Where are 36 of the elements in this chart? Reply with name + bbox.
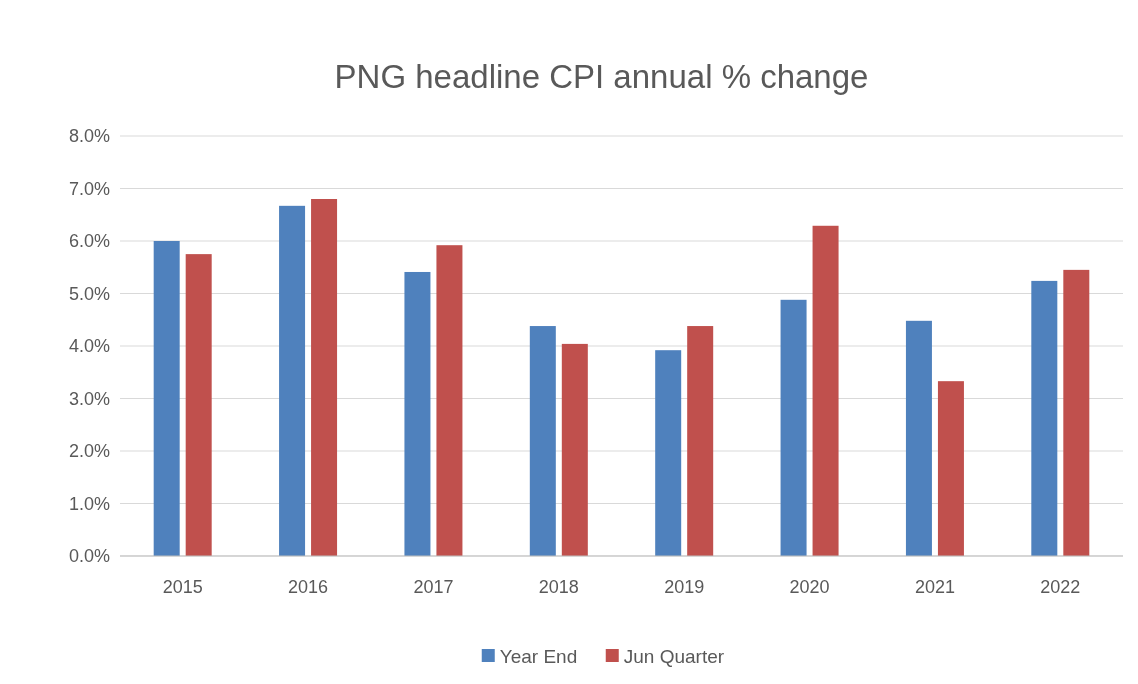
x-tick-label: 2016 [288,577,329,597]
bar [905,320,932,556]
bar [937,381,964,556]
bar [561,343,588,556]
x-tick-label: 2019 [664,577,705,597]
x-tick-label: 2017 [413,577,454,597]
y-tick-label: 1.0% [68,493,110,514]
bar [687,326,714,556]
bar [185,254,212,556]
bar [529,326,556,556]
bar [780,299,807,556]
y-tick-label: 3.0% [68,388,110,409]
x-tick-label: 2022 [1040,577,1081,597]
y-tick-label: 7.0% [68,178,110,199]
bar [1063,269,1090,556]
bar [404,271,431,556]
bar [279,205,306,556]
y-tick-label: 8.0% [68,126,110,147]
bar [311,199,338,556]
x-tick-label: 2021 [914,577,955,597]
x-tick-label: 2015 [162,577,203,597]
y-tick-label: 2.0% [68,441,110,462]
x-tick-label: 2018 [538,577,579,597]
bar [655,350,682,556]
bar [436,245,463,556]
y-tick-label: 5.0% [68,283,110,304]
legend-label: Year End [499,645,578,667]
bar [812,225,839,556]
y-tick-label: 0.0% [68,546,110,567]
y-tick-label: 6.0% [68,231,110,252]
legend-label: Jun Quarter [623,645,725,667]
bar [153,241,180,556]
chart-title: PNG headline CPI annual % change [334,58,869,95]
bar [1031,280,1058,556]
y-tick-label: 4.0% [68,336,110,357]
x-tick-label: 2020 [789,577,830,597]
